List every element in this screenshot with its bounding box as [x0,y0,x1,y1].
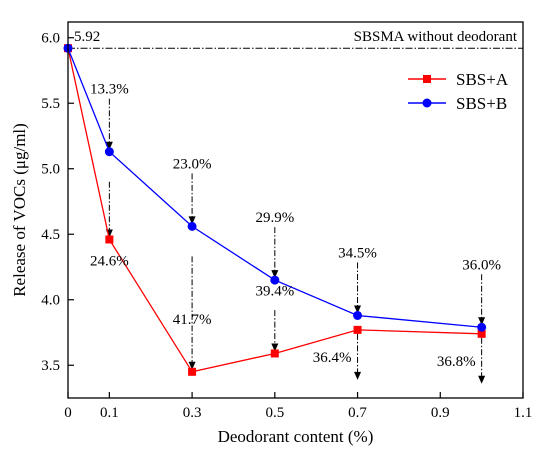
series-0-point-1 [105,235,114,244]
legend-label-0: SBS+A [456,70,509,89]
x-tick-label-3: 0.5 [265,405,284,421]
y-tick-label-3: 5.0 [41,162,60,178]
series-1-point-2 [187,221,197,231]
y-axis: 3.5 4.0 4.5 5.0 5.5 6.0 [41,31,74,374]
x-axis: 0 0.1 0.3 0.5 0.7 0.9 1.1 [64,392,532,421]
series-1-point-1 [104,147,114,157]
label-b-1: 13.3% [90,82,129,98]
legend-marker-1 [422,98,432,108]
arrow-a-3-head [271,343,279,352]
x-tick-label-2: 0.3 [183,405,202,421]
y-tick-label-1: 4.0 [41,293,60,309]
arrow-b-2-head [188,216,196,225]
arrow-a-5-head [478,375,486,384]
label-a-3: 39.4% [255,283,294,299]
label-b-2: 23.0% [173,156,212,172]
y-tick-label-4: 5.5 [41,96,60,112]
plot-frame [67,21,524,399]
x-tick-label-6: 1.1 [514,405,533,421]
label-a-5: 36.8% [437,354,476,370]
x-tick-label-4: 0.7 [348,405,367,421]
arrow-b-4-head [354,305,362,314]
series-group [63,43,487,376]
label-a-1: 24.6% [90,253,129,269]
y-axis-label: Release of VOCs (μg/ml) [10,123,29,297]
series-0-point-3 [270,349,279,358]
baseline-group: SBSMA without deodorant 5.92 [68,29,523,49]
series-1-point-4 [353,310,363,320]
y-tick-label-0: 3.5 [41,358,60,374]
arrow-b-1-head [105,141,113,150]
label-a-4: 36.4% [313,350,352,366]
y-tick-label-2: 4.5 [41,227,60,243]
legend-marker-0 [423,75,431,83]
y-tick-label-5: 6.0 [41,31,60,47]
series-0-point-5 [477,329,486,338]
x-tick-label-0: 0 [64,405,72,421]
label-b-3: 29.9% [255,210,294,226]
arrow-a-2-head [188,361,196,370]
legend-label-1: SBS+B [456,94,507,113]
reduction-labels: 13.3% 24.6% 23.0% 41.7% 29.9% 39.4% 34.5% 36.4%… [90,82,501,370]
baseline-value-label: 5.92 [74,29,100,45]
baseline-label: SBSMA without deodorant [354,29,518,45]
series-0-point-2 [188,367,197,376]
series-line-1 [67,47,482,328]
series-1-point-5 [477,322,487,332]
x-tick-label-1: 0.1 [100,405,119,421]
x-tick-label-5: 0.9 [431,405,450,421]
label-a-2: 41.7% [173,312,212,328]
series-1-point-3 [270,275,280,285]
arrow-b-5-head [478,317,486,326]
series-line-0 [67,48,482,373]
x-axis-label: Deodorant content (%) [218,427,374,446]
arrow-b-3-head [271,270,279,279]
arrow-a-4-head [354,371,362,380]
label-b-5: 36.0% [462,257,501,273]
legend: SBS+A SBS+B [408,70,509,113]
label-b-4: 34.5% [338,245,377,261]
annotation-arrows [105,98,486,384]
series-0-point-4 [353,325,362,334]
